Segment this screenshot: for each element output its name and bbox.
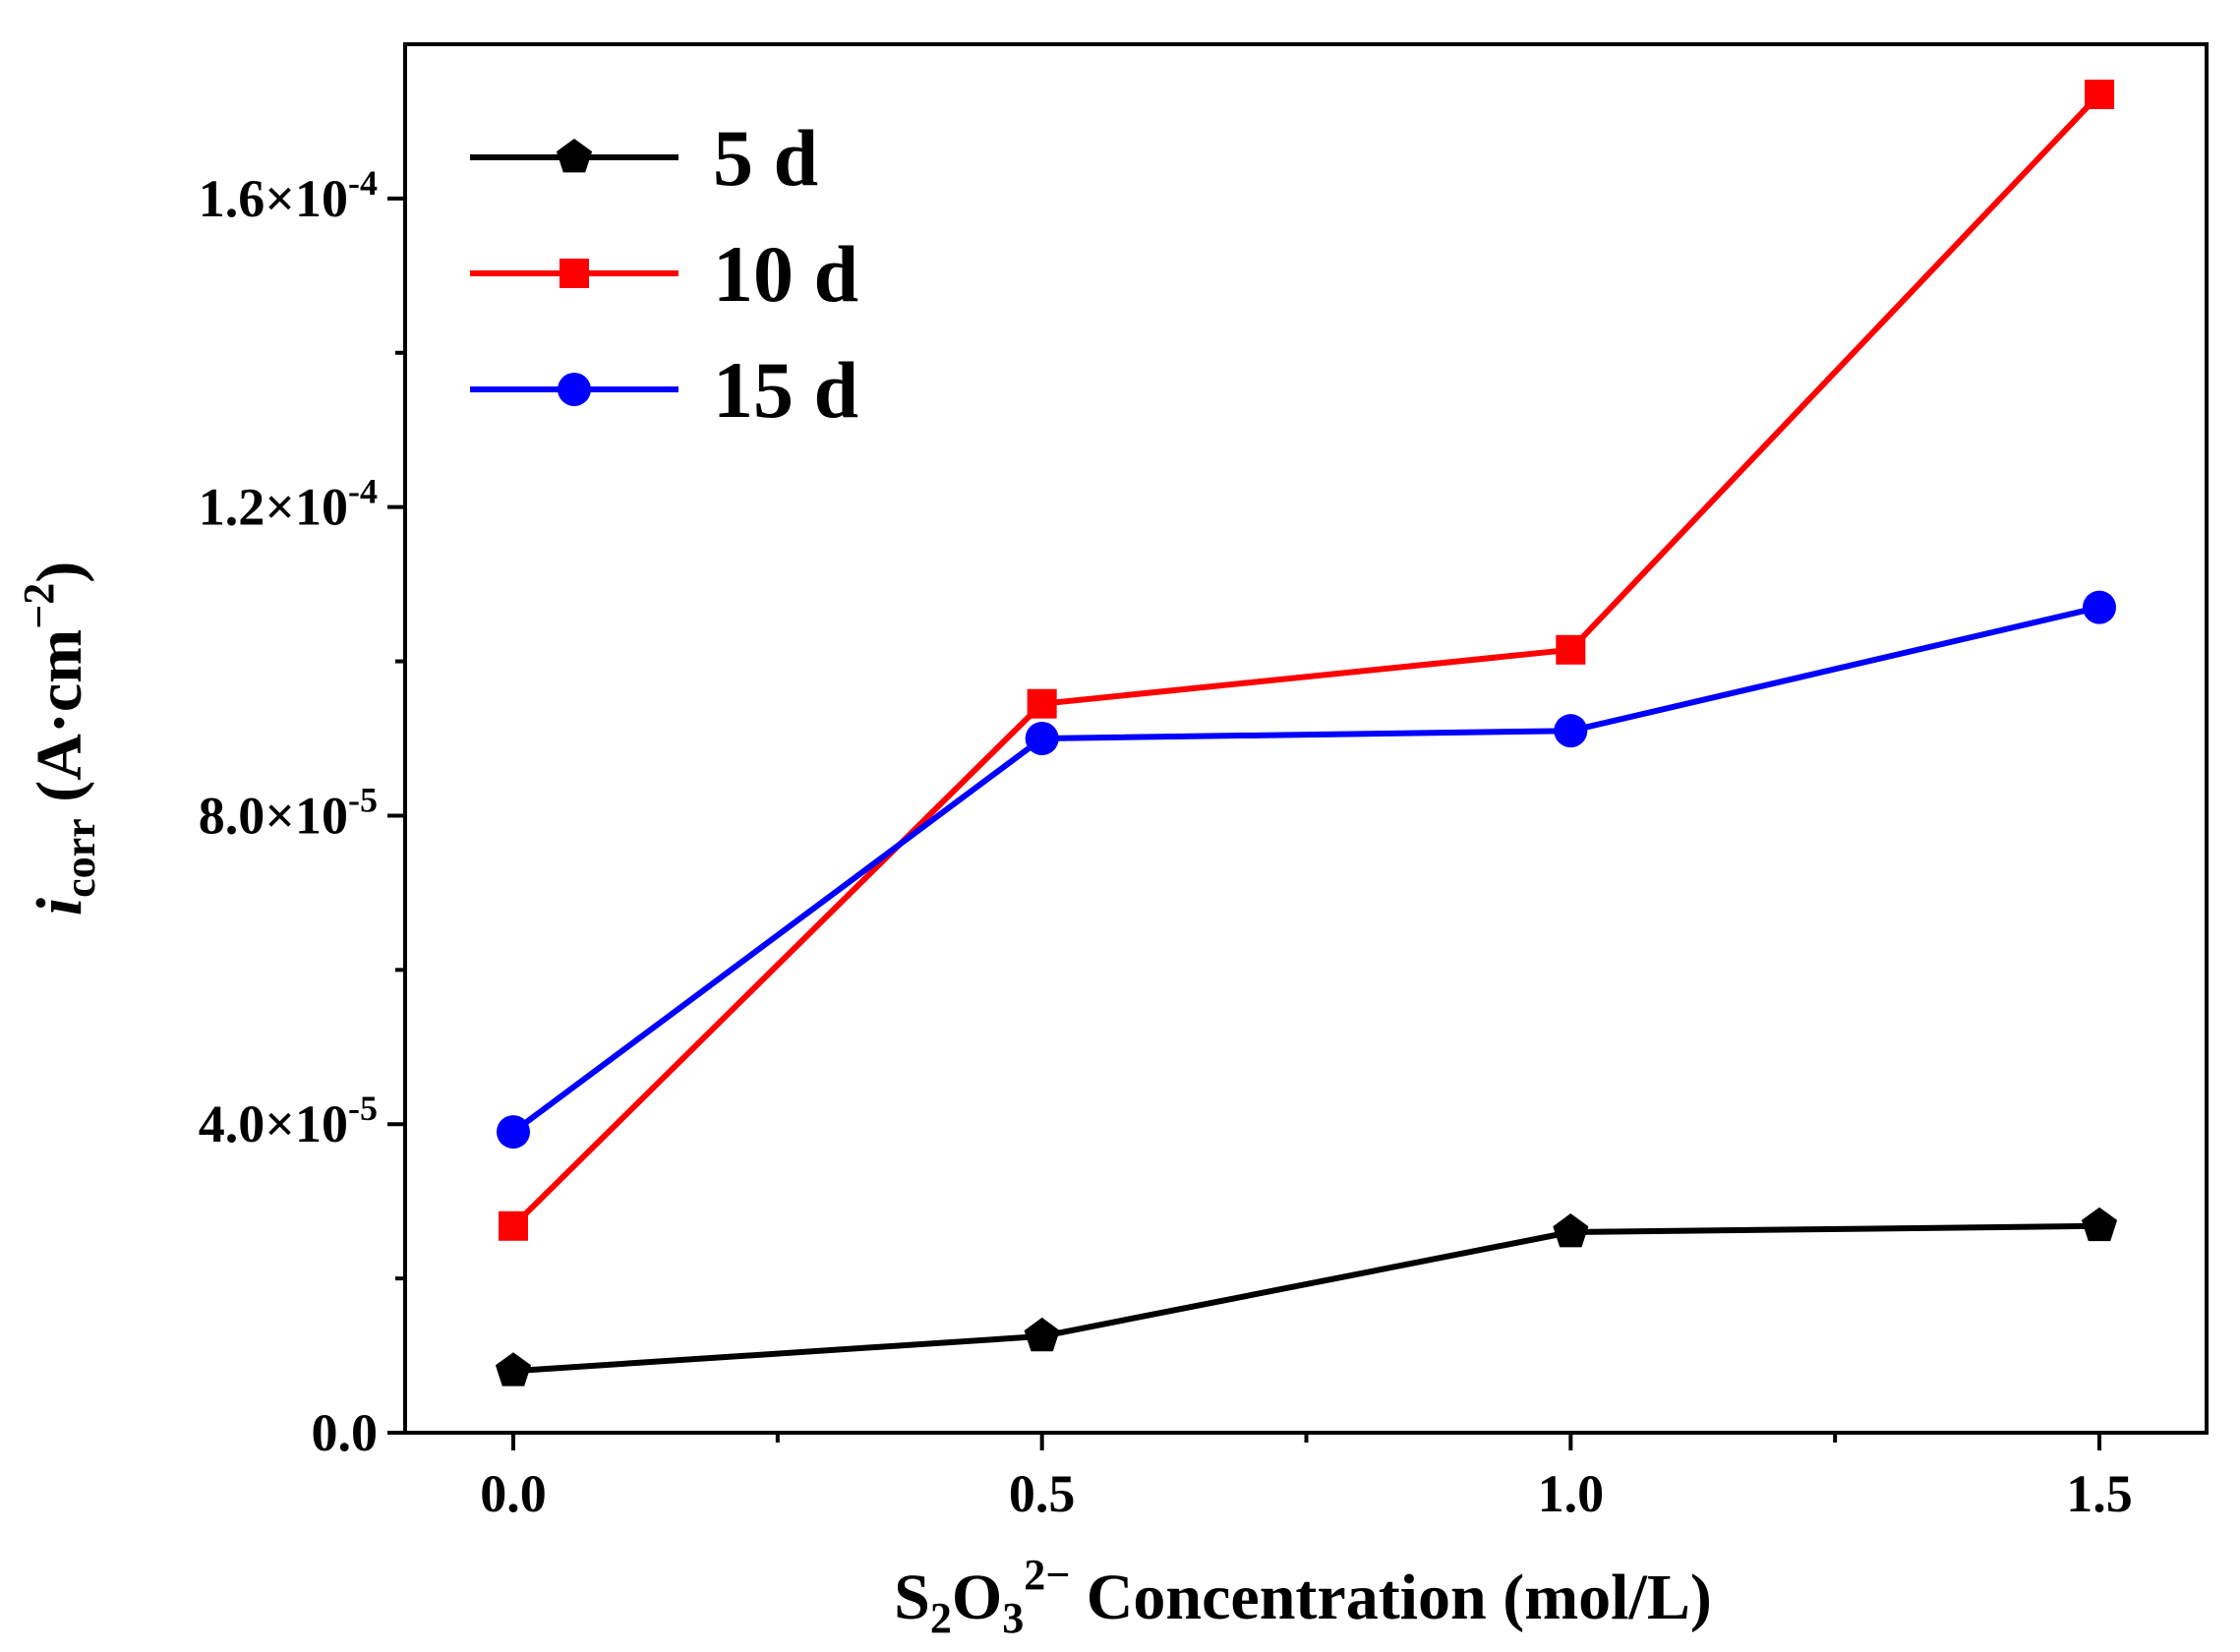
data-point-5d <box>495 1352 532 1386</box>
legend-label: 10 d <box>713 229 858 319</box>
y-axis-title: icorr (A·cm−2) <box>15 561 104 915</box>
axis-layer: 0.0 0.5 1.0 1.5 0.0 4.0×10-5 8.0×10-5 1.2×10-4 1… <box>199 163 2133 1523</box>
data-point-10d <box>2085 79 2114 109</box>
legend-label: 15 d <box>713 345 858 435</box>
legend-marker <box>556 139 593 173</box>
x-tick-label: 1.0 <box>1538 1464 1605 1523</box>
series-line-10d <box>510 91 2102 1228</box>
plot-frame <box>403 42 2209 1435</box>
data-point-10d <box>499 1210 528 1241</box>
series-line-5d <box>512 1222 2100 1375</box>
y-tick-label: 1.6×10-4 <box>199 163 378 228</box>
data-point-10d <box>1027 688 1057 719</box>
data-point-15d <box>1554 714 1588 748</box>
y-tick-label: 1.2×10-4 <box>199 472 378 537</box>
legend-marker <box>560 259 589 288</box>
x-tick-label: 1.5 <box>2066 1464 2133 1523</box>
legend: 5 d 10 d 15 d <box>470 113 858 435</box>
y-tick-label: 4.0×10-5 <box>199 1089 378 1153</box>
x-tick-label: 0.0 <box>480 1464 547 1523</box>
y-tick-label: 8.0×10-5 <box>199 780 378 845</box>
data-point-5d <box>2081 1207 2118 1242</box>
y-tick-label: 0.0 <box>312 1403 379 1462</box>
x-tick-label: 0.5 <box>1009 1464 1076 1523</box>
series-line-15d <box>511 604 2100 1135</box>
data-point-10d <box>1556 634 1586 665</box>
data-point-15d <box>497 1115 530 1150</box>
legend-label: 5 d <box>713 113 818 203</box>
data-point-15d <box>2083 590 2116 624</box>
data-point-15d <box>1025 722 1059 755</box>
legend-marker <box>558 373 591 406</box>
data-point-5d <box>1553 1213 1589 1248</box>
plot-layer <box>495 79 2118 1386</box>
data-point-5d <box>1024 1317 1060 1352</box>
x-axis-title: S2O32− Concentration (mol/L) <box>894 1551 1712 1642</box>
